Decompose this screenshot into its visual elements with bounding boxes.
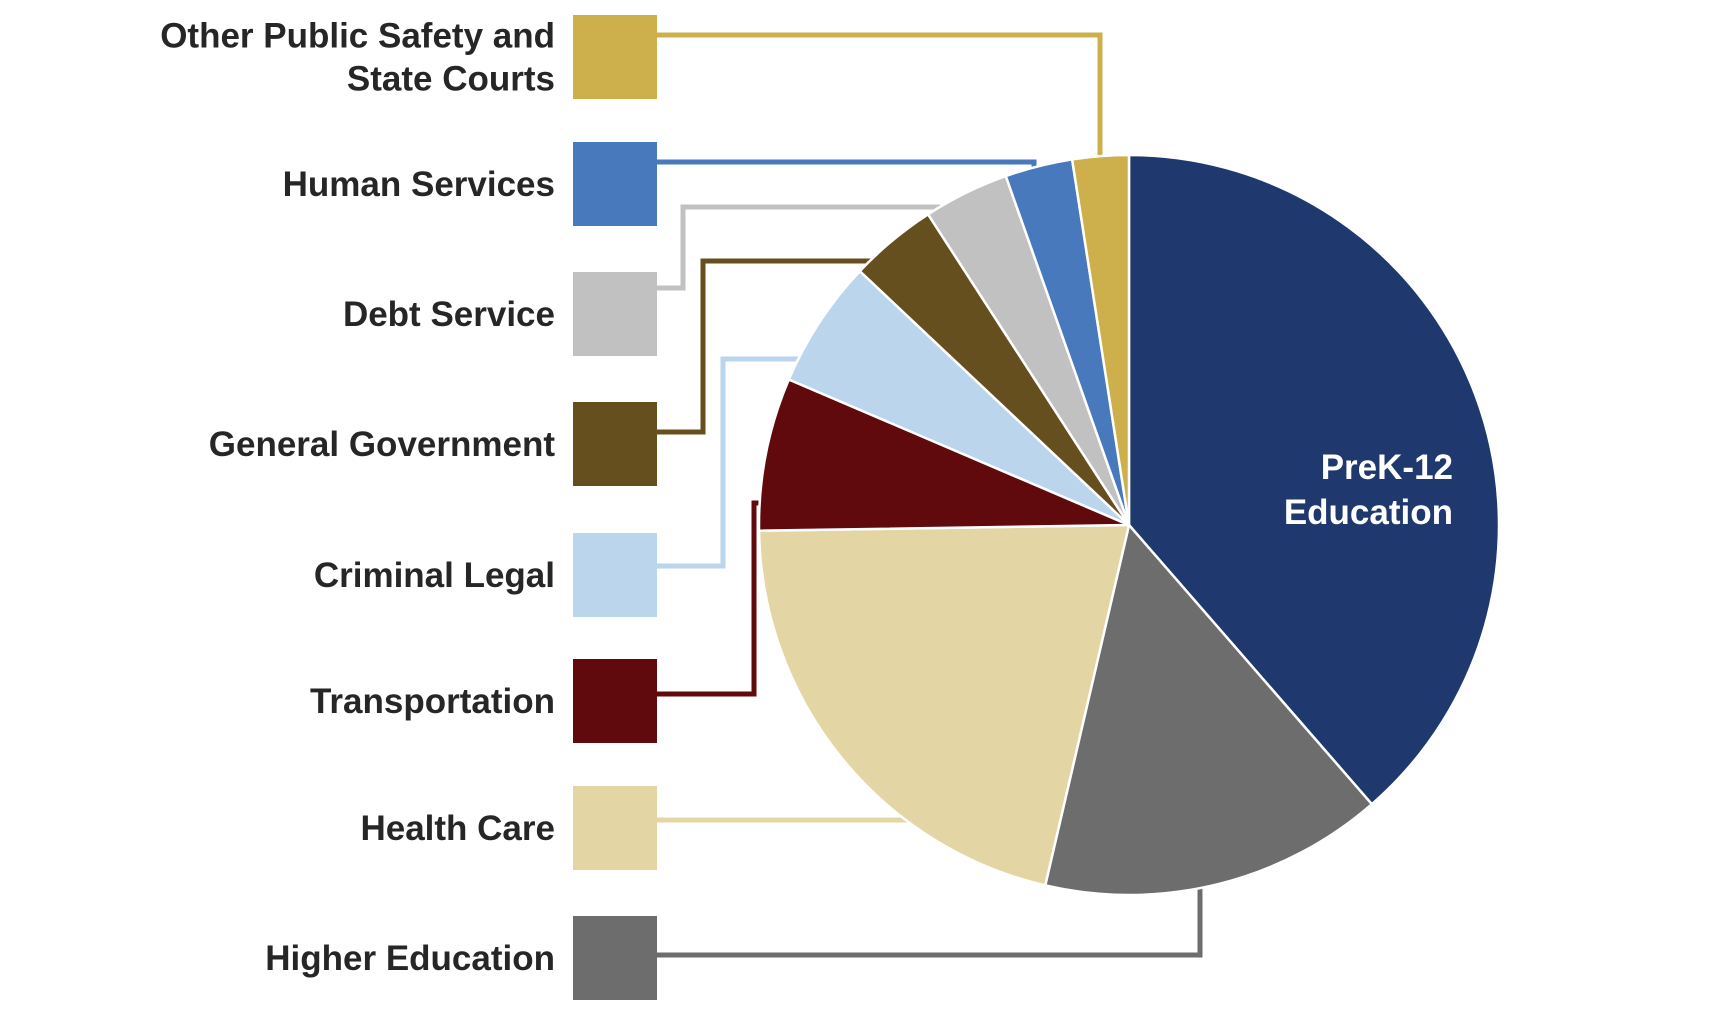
legend-label-criminal-legal: Criminal Legal <box>314 556 555 595</box>
legend-swatch-human-services <box>573 142 657 226</box>
legend-label-other-public-safety-and-state-courts-line-1: Other Public Safety and <box>160 17 555 56</box>
legend-item-human-services: Human Services <box>283 142 657 226</box>
slice-labels: PreK-12 Education <box>1284 448 1453 532</box>
slice-label-prek-12-education-line-2: Education <box>1284 493 1453 532</box>
legend-item-health-care: Health Care <box>360 786 657 870</box>
pie-slice-prek-12-education <box>1127 153 1501 806</box>
legend-swatch-general-government <box>573 402 657 486</box>
connector-higher-education <box>657 885 1203 958</box>
connector-general-government <box>657 258 878 435</box>
legend-swatch-other-public-safety-and-state-courts <box>573 15 657 99</box>
legend-label-other-public-safety-and-state-courts-line-2: State Courts <box>347 60 555 99</box>
pie-slice-other-public-safety-and-state-courts <box>1070 153 1131 527</box>
pie-slice-higher-education <box>1043 523 1374 897</box>
legend-item-debt-service: Debt Service <box>343 272 657 356</box>
legend-swatch-higher-education <box>573 916 657 1000</box>
legend-item-transportation: Transportation <box>310 659 657 743</box>
legend-label-higher-education: Higher Education <box>265 939 555 978</box>
legend-swatch-transportation <box>573 659 657 743</box>
connector-transportation <box>657 500 768 697</box>
legend-item-higher-education: Higher Education <box>265 916 657 1000</box>
legend-swatch-criminal-legal <box>573 533 657 617</box>
pie-slice-health-care <box>757 523 1131 887</box>
connector-debt-service <box>657 204 940 291</box>
legend-label-general-government: General Government <box>209 425 556 464</box>
pie-slice-transportation <box>757 378 1131 532</box>
legend-label-transportation: Transportation <box>310 682 555 721</box>
legend-item-other-public-safety-and-state-courts: Other Public Safety and State Courts <box>160 15 657 99</box>
slice-label-prek-12-education-line-1: PreK-12 <box>1321 448 1453 487</box>
legend-swatch-debt-service <box>573 272 657 356</box>
connector-other-public-safety-and-state-courts <box>657 32 1103 165</box>
legend-label-health-care: Health Care <box>360 809 555 848</box>
legend: Other Public Safety and State Courts Human… <box>160 15 657 1000</box>
legend-swatch-health-care <box>573 786 657 870</box>
legend-label-human-services: Human Services <box>283 165 555 204</box>
connector-human-services <box>657 159 1037 170</box>
legend-item-criminal-legal: Criminal Legal <box>314 533 657 617</box>
pie-slices <box>757 153 1501 897</box>
legend-item-general-government: General Government <box>209 402 657 486</box>
connector-lines <box>657 32 1203 958</box>
pie-slice-criminal-legal <box>787 269 1131 527</box>
connector-criminal-legal <box>657 356 800 569</box>
legend-label-debt-service: Debt Service <box>343 295 555 334</box>
